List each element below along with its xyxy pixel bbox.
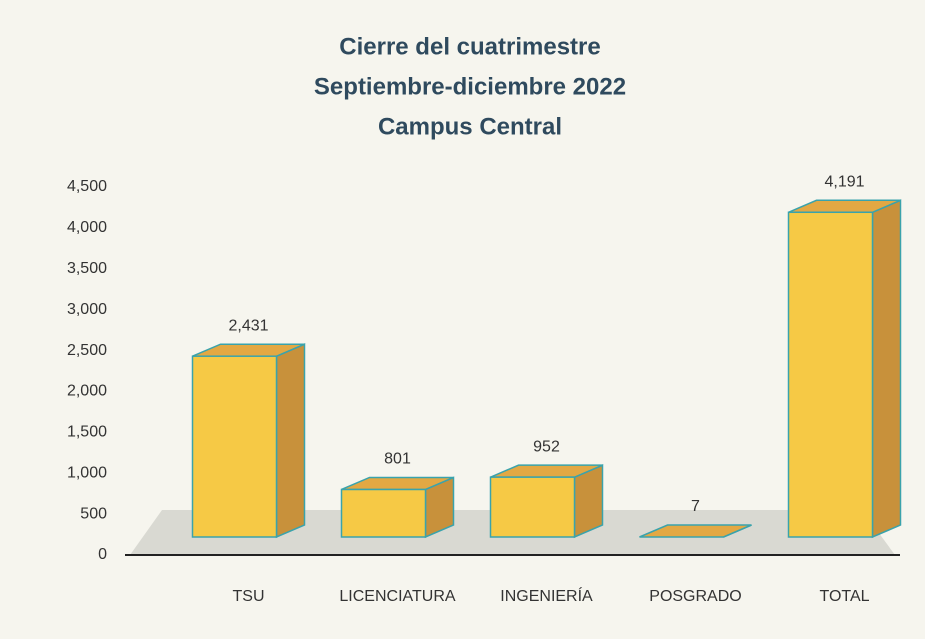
y-tick-label: 2,000 xyxy=(67,383,107,400)
value-label: 801 xyxy=(384,451,411,468)
value-label: 952 xyxy=(533,438,560,455)
y-tick-label: 2,500 xyxy=(67,342,107,359)
chart-title: Cierre del cuatrimestre xyxy=(339,33,600,60)
x-tick-label: POSGRADO xyxy=(649,588,741,605)
bar-side xyxy=(275,343,306,539)
y-tick-label: 4,500 xyxy=(67,178,107,195)
bar xyxy=(489,476,576,538)
y-tick-label: 1,000 xyxy=(67,464,107,481)
y-tick-label: 3,000 xyxy=(67,301,107,318)
value-label: 4,191 xyxy=(824,173,864,190)
bar xyxy=(787,211,874,538)
y-tick-label: 500 xyxy=(80,505,107,522)
x-tick-label: TSU xyxy=(233,588,265,605)
y-tick-label: 0 xyxy=(98,546,107,563)
bar-side xyxy=(871,199,902,539)
x-tick-label: TOTAL xyxy=(819,588,869,605)
y-tick-label: 1,500 xyxy=(67,424,107,441)
y-tick-label: 4,000 xyxy=(67,219,107,236)
bar xyxy=(191,355,278,538)
x-tick-label: LICENCIATURA xyxy=(339,588,455,605)
chart-title: Septiembre-diciembre 2022 xyxy=(314,73,626,100)
bar-top xyxy=(639,524,752,538)
y-tick-label: 3,500 xyxy=(67,260,107,277)
chart-title: Campus Central xyxy=(378,113,562,140)
x-tick-label: INGENIERÍA xyxy=(500,586,593,605)
value-label: 7 xyxy=(691,498,700,515)
bar xyxy=(340,488,427,538)
value-label: 2,431 xyxy=(228,317,268,334)
